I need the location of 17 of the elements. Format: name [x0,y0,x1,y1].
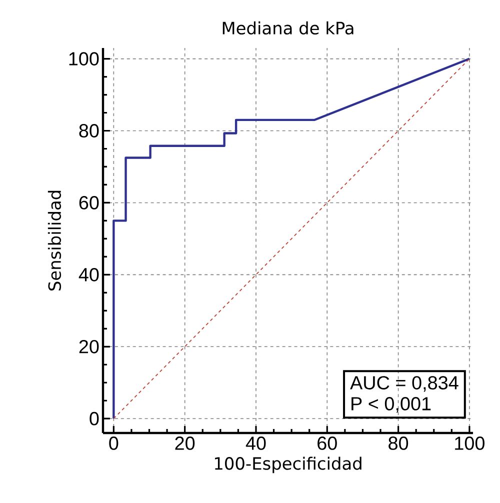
x-axis-title: 100-Especificidad [215,456,362,474]
x-tick-label: 100 [455,436,484,450]
chart-title: Mediana de kPa [222,21,354,35]
x-tick-label: 60 [318,436,337,450]
y-axis-title: Sensibilidad [48,190,62,290]
annotation: AUC = 0,834 [350,376,458,392]
y-tick-label: 80 [79,124,99,138]
y-tick-label: 40 [78,268,99,282]
x-tick-label: 20 [175,436,195,450]
annotation: P < 0,001 [352,396,431,413]
y-tick-label: 60 [79,196,99,210]
y-tick-label: 20 [79,340,99,354]
y-tick-label: 0 [90,412,99,426]
x-tick-label: 40 [246,436,266,450]
x-tick-label: 80 [388,436,408,450]
x-tick-label: 0 [109,436,118,450]
y-tick-label: 100 [69,52,99,66]
